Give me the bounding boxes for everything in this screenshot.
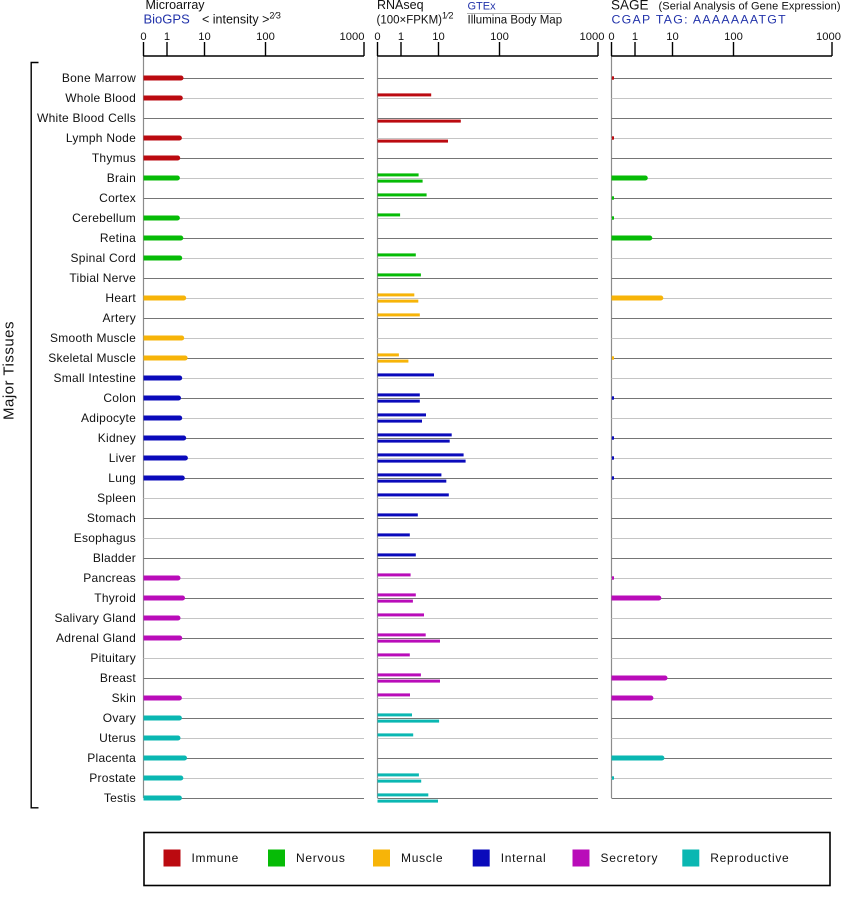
svg-text:Thymus: Thymus (92, 151, 136, 165)
svg-text:Small Intestine: Small Intestine (54, 371, 137, 385)
svg-text:Spleen: Spleen (97, 491, 136, 505)
svg-text:0: 0 (140, 31, 146, 43)
svg-text:Breast: Breast (100, 671, 137, 685)
svg-text:1: 1 (164, 31, 170, 43)
svg-text:Testis: Testis (104, 791, 136, 805)
svg-text:Placenta: Placenta (87, 751, 136, 765)
svg-text:Cerebellum: Cerebellum (72, 211, 136, 225)
svg-text:BioGPS: BioGPS (144, 12, 191, 27)
svg-text:10: 10 (666, 31, 678, 43)
svg-text:100: 100 (724, 31, 743, 43)
svg-text:Cortex: Cortex (99, 191, 136, 205)
svg-text:Stomach: Stomach (87, 511, 136, 525)
svg-text:0: 0 (374, 31, 380, 43)
svg-text:Bone Marrow: Bone Marrow (62, 71, 136, 85)
svg-text:Heart: Heart (105, 291, 136, 305)
svg-text:1: 1 (632, 31, 638, 43)
svg-text:1000: 1000 (816, 31, 841, 43)
svg-text:Whole Blood: Whole Blood (65, 91, 136, 105)
svg-text:Skeletal Muscle: Skeletal Muscle (48, 351, 136, 365)
svg-text:Adrenal Gland: Adrenal Gland (56, 631, 136, 645)
svg-text:Immune: Immune (192, 851, 240, 865)
svg-text:10: 10 (432, 31, 444, 43)
svg-text:Lung: Lung (108, 471, 136, 485)
svg-text:0: 0 (608, 31, 614, 43)
svg-text:Spinal Cord: Spinal Cord (71, 251, 136, 265)
svg-text:1000: 1000 (340, 31, 365, 43)
svg-text:Kidney: Kidney (98, 431, 136, 445)
svg-text:Tibial Nerve: Tibial Nerve (69, 271, 136, 285)
svg-text:Muscle: Muscle (401, 851, 443, 865)
svg-text:Internal: Internal (501, 851, 547, 865)
svg-text:Adipocyte: Adipocyte (81, 411, 136, 425)
svg-text:Brain: Brain (107, 171, 136, 185)
svg-text:(Serial Analysis of Gene Expre: (Serial Analysis of Gene Expression) (659, 1, 841, 13)
svg-text:(100×FPKM)1⁄2: (100×FPKM)1⁄2 (377, 11, 454, 27)
svg-text:White Blood Cells: White Blood Cells (37, 111, 136, 125)
svg-text:Artery: Artery (102, 311, 136, 325)
svg-text:< intensity >2⁄3: < intensity >2⁄3 (202, 11, 281, 27)
svg-text:Skin: Skin (112, 691, 136, 705)
svg-text:100: 100 (490, 31, 509, 43)
svg-text:100: 100 (256, 31, 275, 43)
svg-text:Secretory: Secretory (601, 851, 659, 865)
svg-text:10: 10 (198, 31, 210, 43)
svg-text:1000: 1000 (580, 31, 605, 43)
svg-text:Smooth Muscle: Smooth Muscle (50, 331, 136, 345)
svg-text:Colon: Colon (103, 391, 136, 405)
svg-text:Major Tissues: Major Tissues (1, 321, 18, 420)
svg-text:Prostate: Prostate (89, 771, 136, 785)
svg-text:Esophagus: Esophagus (74, 531, 136, 545)
svg-text:Ovary: Ovary (103, 711, 136, 725)
svg-text:CGAP TAG: AAAAAAATGT: CGAP TAG: AAAAAAATGT (612, 13, 787, 27)
svg-text:Pancreas: Pancreas (83, 571, 136, 585)
svg-text:SAGE: SAGE (611, 0, 649, 13)
svg-text:Salivary Gland: Salivary Gland (54, 611, 136, 625)
svg-text:Nervous: Nervous (296, 851, 346, 865)
svg-text:Liver: Liver (109, 451, 136, 465)
svg-text:Thyroid: Thyroid (94, 591, 136, 605)
svg-text:1: 1 (398, 31, 404, 43)
svg-text:Reproductive: Reproductive (710, 851, 789, 865)
svg-text:Illumina Body Map: Illumina Body Map (468, 15, 563, 27)
svg-text:RNAseq: RNAseq (377, 0, 424, 12)
svg-text:GTEx: GTEx (468, 1, 497, 13)
svg-text:Microarray: Microarray (146, 0, 206, 12)
svg-text:Uterus: Uterus (99, 731, 136, 745)
svg-text:Retina: Retina (100, 231, 136, 245)
svg-text:Lymph Node: Lymph Node (66, 131, 136, 145)
svg-text:Bladder: Bladder (93, 551, 136, 565)
svg-text:Pituitary: Pituitary (90, 651, 136, 665)
